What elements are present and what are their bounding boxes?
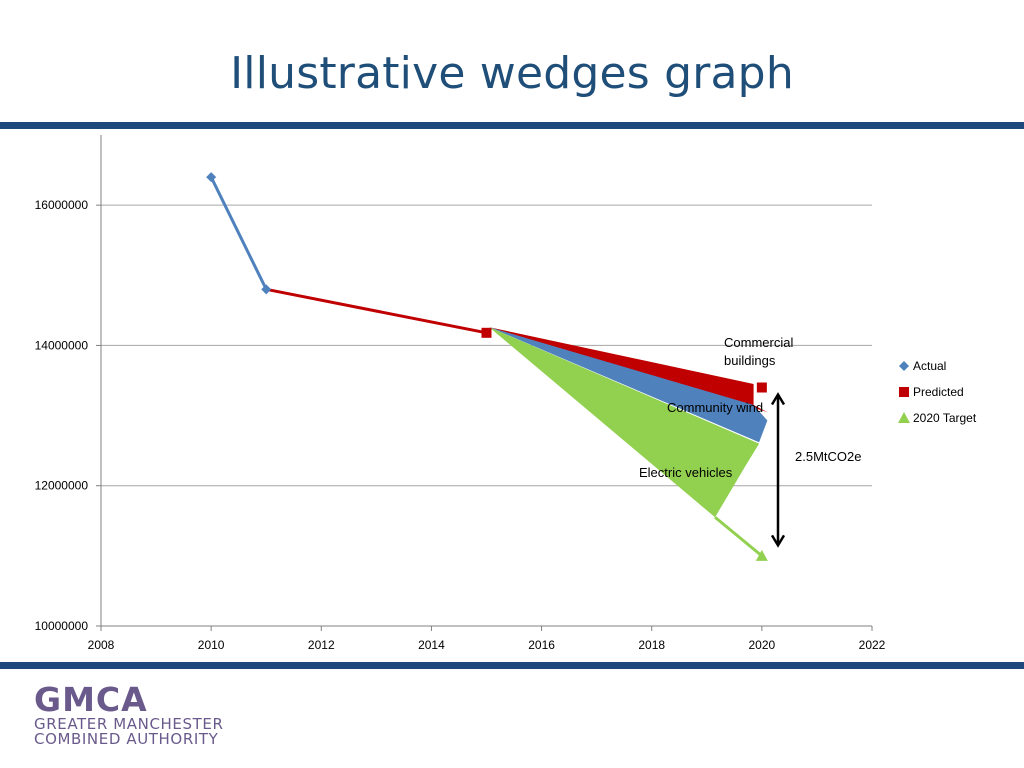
x-tick-label: 2010 bbox=[198, 638, 225, 652]
legend-label: 2020 Target bbox=[913, 411, 977, 425]
series-line-actual bbox=[209, 176, 268, 290]
legend-marker-actual bbox=[899, 361, 909, 371]
annotation-community-wind: Community wind bbox=[667, 400, 763, 415]
annotation-electric-vehicles: Electric vehicles bbox=[639, 465, 733, 480]
y-tick-label: 14000000 bbox=[35, 338, 89, 352]
marker-actual bbox=[261, 284, 272, 295]
marker-predicted bbox=[756, 382, 767, 393]
y-tick-label: 16000000 bbox=[35, 198, 89, 212]
marker-2020-target bbox=[755, 549, 768, 561]
wedge-electric-vehicles bbox=[489, 327, 760, 518]
legend-label: Predicted bbox=[913, 385, 964, 399]
series-line-2020-target bbox=[714, 516, 763, 558]
marker-predicted bbox=[481, 327, 492, 338]
x-tick-label: 2020 bbox=[749, 638, 776, 652]
axes: 10000000 12000000 14000000 16000000 2008 2010… bbox=[35, 135, 886, 652]
logo-mark: GMCA bbox=[34, 680, 148, 719]
x-tick-label: 2018 bbox=[638, 638, 665, 652]
x-tick-label: 2008 bbox=[88, 638, 115, 652]
reduction-arrow-head-bottom bbox=[770, 534, 786, 548]
top-divider bbox=[0, 122, 1024, 129]
wedge-community-wind bbox=[489, 327, 768, 443]
gridlines bbox=[101, 204, 872, 487]
logo-line1: GREATER MANCHESTER bbox=[34, 715, 224, 733]
series-line-predicted bbox=[265, 287, 487, 335]
slide-title: Illustrative wedges graph bbox=[230, 48, 794, 99]
x-tick-label: 2012 bbox=[308, 638, 335, 652]
wedges-chart: 10000000 12000000 14000000 16000000 2008 2010… bbox=[35, 135, 977, 652]
wedges bbox=[489, 327, 768, 518]
x-tick-label: 2022 bbox=[859, 638, 886, 652]
x-tick-label: 2014 bbox=[418, 638, 445, 652]
legend: Actual Predicted 2020 Target bbox=[898, 359, 977, 425]
reduction-arrow-head-top bbox=[770, 392, 786, 406]
y-tick-label: 12000000 bbox=[35, 479, 89, 493]
series-markers bbox=[206, 172, 768, 561]
annotation-commercial: Commercial bbox=[724, 335, 793, 350]
bottom-divider bbox=[0, 662, 1024, 669]
logo-line2: COMBINED AUTHORITY bbox=[34, 730, 219, 748]
marker-actual bbox=[206, 172, 217, 183]
annotations: Commercial buildings Community wind Electri… bbox=[639, 335, 861, 548]
legend-marker-predicted bbox=[899, 387, 909, 397]
series-lines bbox=[209, 176, 763, 558]
legend-label: Actual bbox=[913, 359, 946, 373]
x-tick-label: 2016 bbox=[528, 638, 555, 652]
annotation-buildings: buildings bbox=[724, 353, 776, 368]
y-tick-label: 10000000 bbox=[35, 619, 89, 633]
gmca-logo: GMCA GREATER MANCHESTER COMBINED AUTHORI… bbox=[34, 683, 224, 747]
annotation-reduction: 2.5MtCO2e bbox=[795, 449, 861, 464]
legend-marker-2020-target bbox=[898, 412, 910, 423]
